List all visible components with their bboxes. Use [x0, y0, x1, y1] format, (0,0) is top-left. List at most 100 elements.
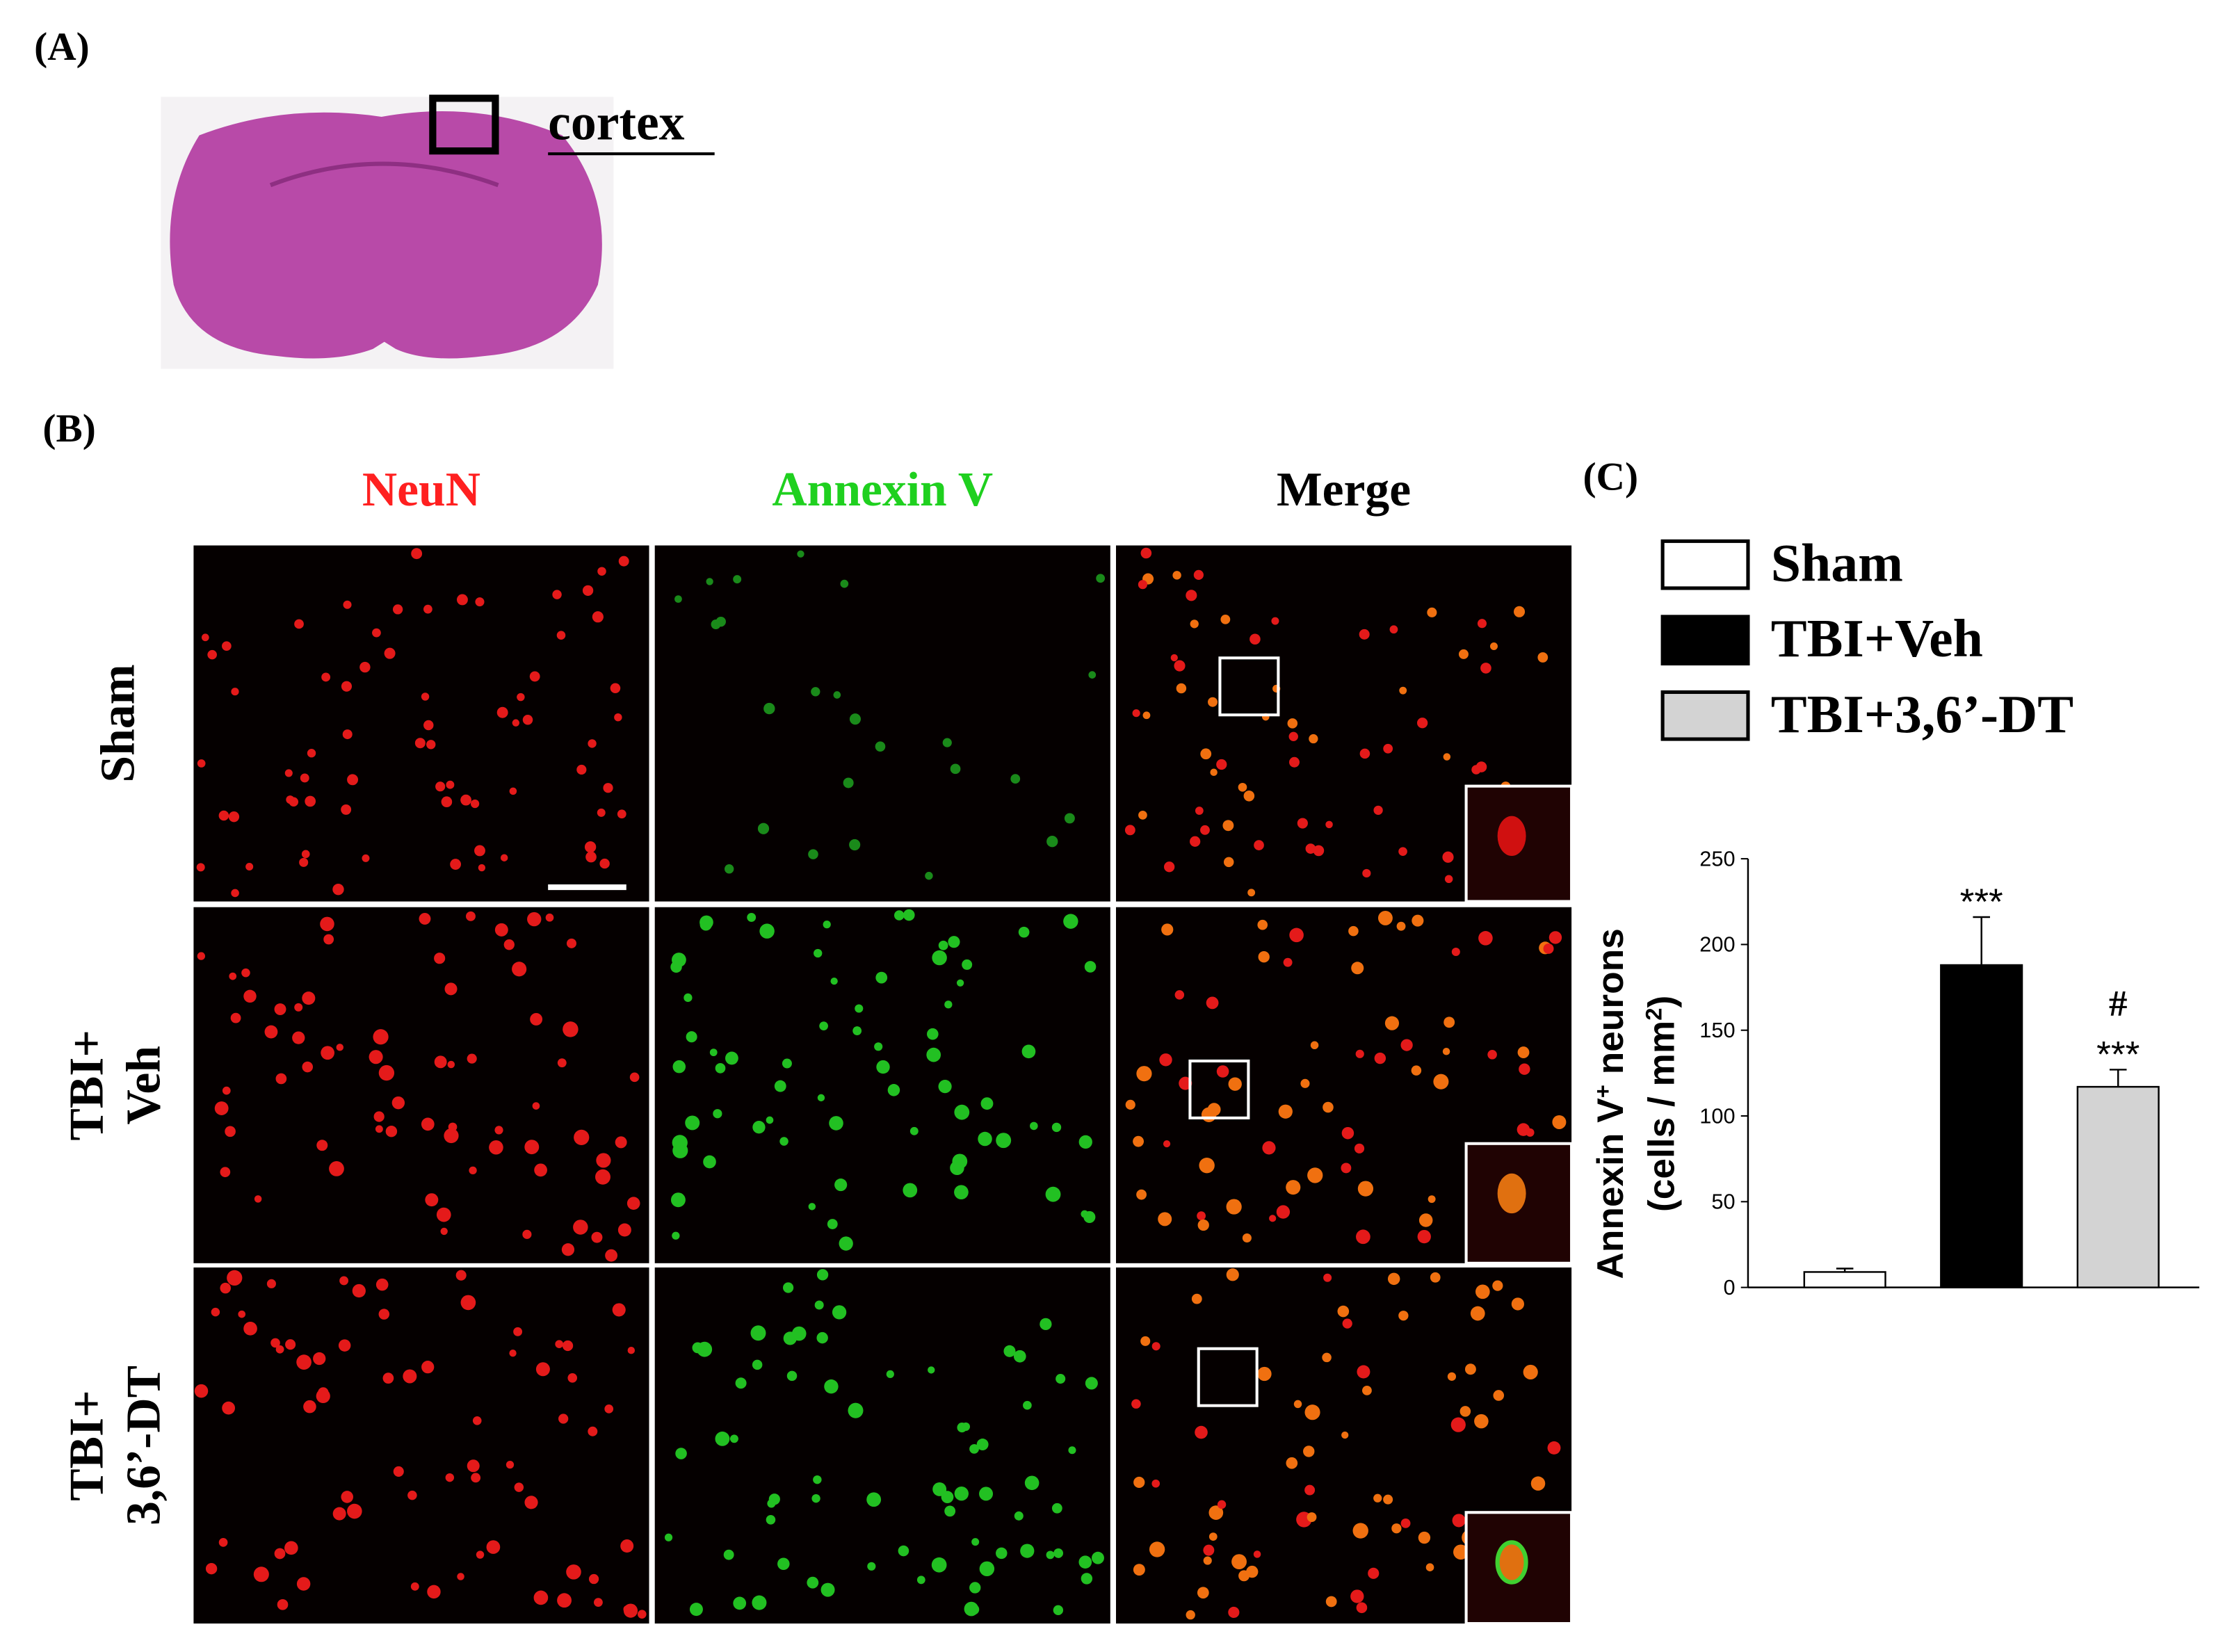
cell	[684, 993, 693, 1003]
cell	[467, 1459, 480, 1473]
cell	[561, 1243, 575, 1256]
legend-label: TBI+Veh	[1771, 608, 1983, 668]
cell	[766, 1116, 774, 1124]
cell	[456, 594, 468, 606]
micrograph	[193, 545, 649, 902]
cell	[814, 1300, 824, 1310]
inset-cell	[1497, 1173, 1526, 1214]
cell	[222, 1086, 231, 1095]
cell	[1257, 1366, 1272, 1382]
cell	[1063, 914, 1078, 929]
cell	[286, 795, 295, 804]
cell	[830, 977, 838, 985]
cell	[1519, 1063, 1530, 1075]
cell	[1238, 782, 1247, 792]
brain-section	[170, 111, 602, 359]
cell	[1136, 1066, 1152, 1082]
cell	[715, 1431, 730, 1446]
error-bar	[1973, 916, 1990, 966]
cell	[1085, 1377, 1098, 1390]
cell	[813, 1475, 822, 1484]
cell	[1163, 1140, 1171, 1148]
cell	[617, 809, 626, 819]
cell	[1190, 620, 1199, 629]
cell	[1176, 683, 1187, 694]
error-bar	[1836, 1268, 1854, 1272]
cell	[909, 1126, 919, 1135]
y-label-part: neurons	[1590, 928, 1631, 1085]
cell	[446, 780, 455, 789]
cell	[228, 811, 240, 823]
cell	[359, 661, 371, 673]
cell	[733, 1596, 747, 1610]
cell	[339, 1276, 348, 1286]
cell	[1217, 1500, 1227, 1509]
cell	[932, 1482, 947, 1496]
cell	[530, 1012, 543, 1026]
cell	[729, 1434, 738, 1443]
cell	[670, 1192, 686, 1208]
cell	[1262, 1141, 1276, 1155]
cell	[980, 1097, 994, 1110]
cell	[338, 1339, 351, 1352]
cell	[1322, 1352, 1332, 1363]
cell	[840, 579, 849, 588]
cell	[494, 1126, 503, 1135]
cell	[1020, 1544, 1035, 1558]
cell	[774, 1080, 786, 1092]
cell	[1552, 1115, 1567, 1129]
cell	[1526, 1128, 1535, 1137]
cell	[849, 839, 861, 851]
cell	[1040, 1318, 1052, 1331]
legend-swatch	[1660, 690, 1750, 741]
cell	[241, 968, 250, 978]
row-label-line: Veh	[117, 1046, 170, 1125]
cell	[545, 913, 554, 922]
cell	[1014, 1511, 1024, 1521]
cell	[1056, 1374, 1066, 1384]
cell	[284, 769, 293, 777]
cell	[1487, 1050, 1497, 1060]
row-label: TBI+ 3,6’-DT	[60, 1366, 170, 1525]
cell	[1200, 748, 1212, 760]
cell	[1164, 861, 1175, 873]
cell	[1417, 1229, 1431, 1244]
cell	[460, 1295, 476, 1311]
cell	[1286, 1457, 1298, 1469]
micrograph	[654, 1267, 1110, 1624]
zoom-box	[1218, 656, 1280, 717]
cell	[307, 749, 316, 758]
cell	[944, 1001, 953, 1009]
cell	[848, 1402, 864, 1418]
cell	[1195, 807, 1204, 815]
cell	[1309, 734, 1318, 744]
cell	[535, 1362, 550, 1377]
cell	[245, 862, 254, 871]
cell	[672, 1060, 686, 1074]
cell	[617, 1223, 631, 1237]
cell	[1045, 1186, 1061, 1202]
cell	[723, 1549, 734, 1560]
cell	[421, 1117, 435, 1131]
cell	[243, 989, 257, 1003]
cell	[197, 952, 206, 960]
cell	[941, 1491, 954, 1504]
cell	[1323, 1273, 1332, 1282]
cell	[703, 1155, 716, 1169]
cell	[585, 851, 597, 863]
cell	[517, 693, 525, 702]
cell	[971, 1538, 980, 1546]
cell	[954, 1104, 970, 1120]
y-label-part: +	[1589, 1085, 1615, 1098]
cell	[378, 1309, 390, 1320]
cell	[489, 1140, 503, 1155]
cell	[1138, 810, 1147, 820]
cell	[886, 1370, 894, 1378]
cell	[627, 1347, 636, 1354]
cell	[1355, 1049, 1364, 1058]
cell	[1354, 1143, 1365, 1153]
cell	[1303, 1446, 1315, 1457]
cell	[950, 763, 961, 775]
cell	[563, 1021, 579, 1037]
cell	[1018, 926, 1030, 938]
